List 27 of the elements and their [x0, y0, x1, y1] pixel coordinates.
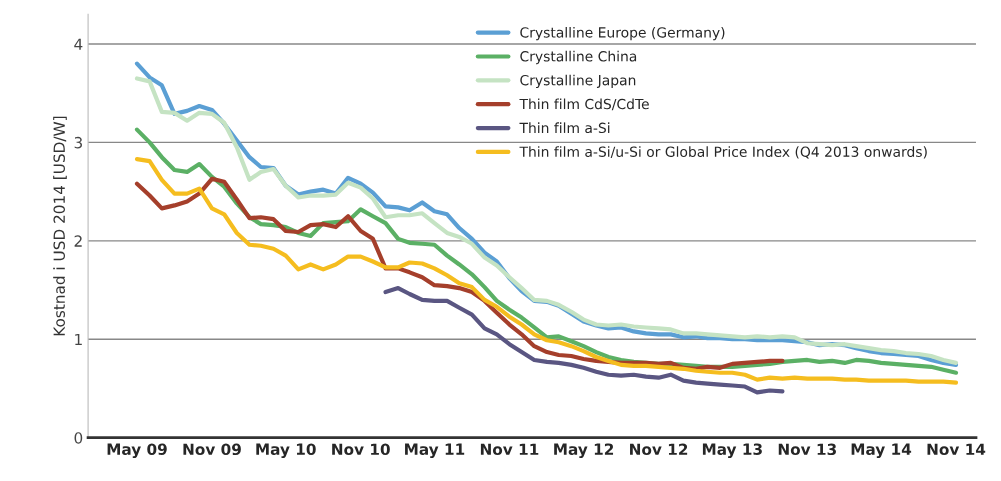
y-axis-title: Kostnad i USD 2014 [USD/W]	[53, 116, 67, 336]
y-tick-label: 1	[75, 333, 82, 346]
x-tick-label: May 11	[405, 443, 465, 459]
x-tick-label: Nov 12	[630, 443, 688, 456]
x-tick-label: May 14	[851, 443, 912, 459]
line-series	[134, 176, 785, 371]
x-tick-label: Nov 09	[183, 443, 241, 456]
line-series	[134, 157, 959, 385]
line-series	[383, 286, 785, 395]
legend-label: Thin film a-Si	[519, 122, 610, 134]
x-tick-label: May 13	[702, 443, 762, 459]
y-tick-label: 0	[74, 432, 83, 444]
legend-label: Thin film CdS/CdTe	[519, 98, 649, 111]
legend-label: Crystalline China	[520, 50, 637, 65]
x-tick-label: May 12	[554, 443, 614, 459]
x-tick-label: May 10	[256, 443, 316, 459]
legend-label: Crystalline Japan	[520, 74, 636, 89]
legend-label: Crystalline Europe (Germany)	[520, 26, 725, 41]
y-tick-label: 2	[74, 235, 82, 247]
x-tick-label: Nov 14	[927, 443, 986, 456]
x-tick-label: Nov 11	[480, 443, 539, 456]
y-tick-label: 4	[74, 38, 83, 50]
y-tick-label: 3	[74, 136, 82, 149]
legend-label: Thin film a-Si/u-Si or Global Price Index (Q4 2013 onwards)	[519, 146, 927, 159]
x-tick-label: Nov 10	[332, 443, 390, 456]
x-tick-label: May 09	[107, 443, 167, 459]
x-tick-label: Nov 13	[778, 443, 836, 456]
